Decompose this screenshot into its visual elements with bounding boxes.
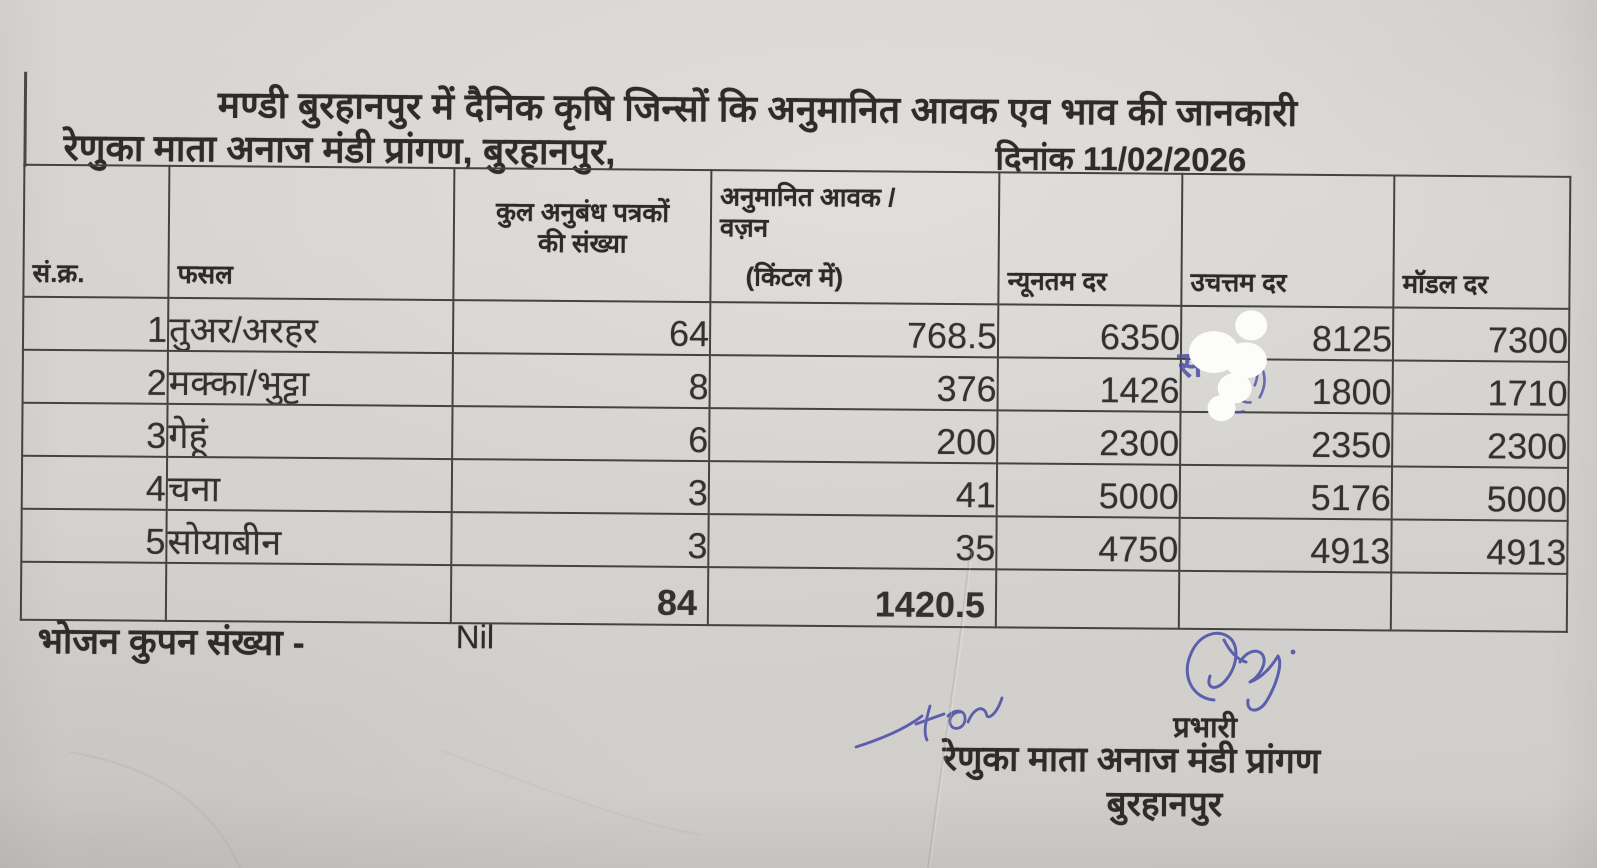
cell-max: 2350: [1180, 411, 1393, 467]
total-crop-cell: [165, 562, 452, 624]
signature-organization: रेणुका माता अनाज मंडी प्रांगण: [942, 738, 1321, 781]
total-max-cell: [1178, 570, 1392, 631]
rates-table: सं.क्र. फसल कुल अनुबंध पत्रकों की संख्या…: [20, 164, 1572, 633]
cell-max: 5176: [1179, 464, 1393, 520]
cell-min: 5000: [996, 463, 1181, 518]
header-contracts: कुल अनुबंध पत्रकों की संख्या: [453, 168, 712, 303]
cell-modal: 4913: [1391, 519, 1568, 574]
header-serial: सं.क्र.: [23, 164, 170, 298]
cell-crop: मक्का/भुट्टा: [167, 350, 453, 407]
header-max-rate: उचत्तम दर: [1181, 173, 1395, 308]
cell-modal: 5000: [1391, 466, 1569, 521]
cell-contracts: 3: [451, 459, 710, 515]
cell-sn: 5: [21, 508, 167, 563]
cell-min: 4750: [996, 516, 1180, 571]
cell-modal: 2300: [1392, 413, 1569, 468]
cell-contracts: 8: [452, 353, 710, 409]
table-header-row: सं.क्र. फसल कुल अनुबंध पत्रकों की संख्या…: [23, 164, 1571, 309]
cell-arrival: 200: [709, 408, 998, 464]
cell-arrival: 376: [709, 355, 998, 411]
cell-sn: 3: [22, 402, 168, 457]
signature-city: बुरहानपुर: [1106, 784, 1223, 825]
cell-crop: गेहूं: [167, 403, 453, 460]
cell-sn: 4: [21, 455, 168, 510]
meal-coupon-value: Nil: [455, 618, 495, 656]
header-crop: फसल: [168, 165, 455, 301]
cell-max: 1800: [1180, 358, 1393, 414]
cell-arrival: 768.5: [709, 302, 999, 358]
cell-arrival: 35: [708, 514, 997, 570]
total-contracts: 84: [450, 565, 709, 626]
header-arrival: अनुमानित आवक / वज़न (किंटल में): [710, 170, 1000, 305]
pen-correction-text: सं: [1177, 343, 1204, 386]
cell-min: 2300: [997, 410, 1181, 465]
cell-contracts: 6: [452, 406, 710, 462]
header-modal-rate: मॉडल दर: [1393, 175, 1571, 309]
cell-max: 4913: [1179, 517, 1392, 573]
left-margin-rule: [23, 71, 28, 167]
cell-crop: सोयाबीन: [166, 509, 452, 566]
cell-min: 6350: [997, 304, 1182, 359]
cell-contracts: 64: [452, 300, 711, 356]
cell-crop: तुअर/अरहर: [167, 297, 454, 354]
meal-coupon-label: भोजन कुपन संख्या -: [37, 619, 305, 663]
cell-max: 8125: [1180, 305, 1394, 361]
cell-sn: 2: [22, 349, 168, 404]
table-body: 1 तुअर/अरहर 64 768.5 6350 8125 7300 2 मक्का/भुट्…: [21, 296, 1570, 574]
cell-sn: 1: [22, 296, 169, 351]
cell-min: 1426: [997, 357, 1181, 412]
total-modal-cell: [1390, 572, 1568, 632]
cell-crop: चना: [166, 456, 453, 513]
total-min-cell: [995, 569, 1180, 629]
total-serial-cell: [20, 561, 167, 621]
header-min-rate: न्यूनतम दर: [998, 172, 1183, 306]
cell-arrival: 41: [708, 461, 998, 517]
total-arrival: 1420.5: [707, 567, 997, 628]
cell-modal: 1710: [1392, 360, 1569, 415]
cell-contracts: 3: [451, 512, 709, 568]
cell-modal: 7300: [1392, 307, 1570, 362]
